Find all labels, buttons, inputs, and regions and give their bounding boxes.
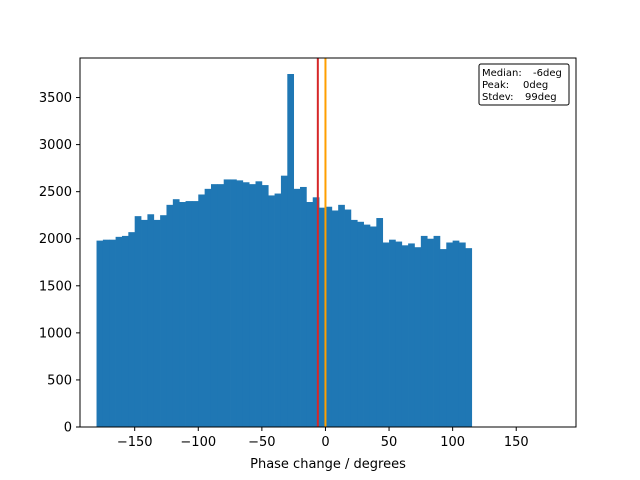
x-tick-label: −100 [180, 435, 216, 450]
histogram-bar [331, 210, 339, 427]
reference-lines [316, 58, 327, 427]
stat-peak-label: Peak: [482, 80, 509, 91]
stat-stdev-value: 99deg [525, 92, 557, 103]
histogram-bar [458, 242, 466, 427]
histogram-bar [160, 215, 167, 427]
histogram-bar [338, 204, 345, 427]
x-tick-label: 150 [504, 435, 529, 450]
y-tick-label: 1500 [39, 279, 72, 294]
x-axis-label: Phase change / degrees [250, 457, 406, 472]
histogram-bar [350, 219, 358, 427]
histogram-bar [344, 209, 352, 427]
y-tick-label: 2500 [39, 185, 72, 200]
y-tick-label: 3500 [39, 91, 72, 106]
histogram-bar [217, 184, 225, 427]
histogram-bar [395, 241, 403, 427]
histogram-bar [312, 197, 320, 427]
histogram-bar [153, 219, 161, 427]
histogram-bar [166, 204, 174, 427]
y-tick-label: 500 [47, 373, 72, 388]
stat-median-value: -6deg [533, 68, 562, 79]
histogram-bar [236, 180, 244, 427]
histogram-bar [242, 182, 250, 427]
stats-legend-box [478, 63, 570, 106]
y-tick-label: 2000 [39, 232, 72, 247]
stat-stdev-label: Stdev: [482, 92, 514, 103]
x-axis-ticks: −150 −100 −50 0 50 100 150 [117, 427, 529, 450]
x-tick-label: 50 [381, 435, 398, 450]
histogram-bar [121, 235, 129, 427]
stat-median-label: Median: [482, 68, 522, 79]
histogram-bar [115, 236, 123, 427]
histogram-bar [261, 185, 269, 427]
histogram-bar [210, 184, 218, 427]
histogram-bar [141, 219, 148, 427]
histogram-bars [96, 74, 473, 427]
histogram-bar [102, 239, 110, 427]
histogram-bar [134, 216, 142, 427]
y-tick-label: 1000 [39, 326, 72, 341]
histogram-bar [446, 242, 453, 427]
histogram-bar [452, 240, 460, 427]
x-tick-label: −50 [248, 435, 275, 450]
histogram-bar [363, 224, 371, 427]
stats-legend: Median: -6deg Peak: 0deg Stdev: 99deg [478, 63, 570, 106]
histogram-bar [274, 193, 282, 427]
histogram-bar [433, 235, 441, 427]
histogram-bar [293, 188, 301, 427]
histogram-bar [300, 186, 307, 427]
y-axis-ticks: 0 500 1000 1500 2000 2500 3000 3500 [39, 91, 80, 436]
histogram-bar [109, 239, 116, 427]
histogram-bar [306, 202, 314, 427]
histogram-bar [319, 207, 326, 427]
histogram-bar [96, 240, 104, 427]
histogram-bar [249, 184, 256, 427]
histogram-bar [147, 214, 155, 427]
histogram-bar [128, 232, 136, 427]
stat-peak-value: 0deg [523, 80, 548, 91]
histogram-bar [376, 218, 384, 427]
histogram-bar [255, 181, 263, 427]
histogram-bar [185, 201, 193, 427]
histogram-bar [179, 202, 186, 427]
histogram-bar [268, 195, 275, 427]
histogram-bar [465, 248, 473, 427]
histogram-bar [198, 194, 205, 427]
histogram-bar [389, 239, 396, 427]
histogram-bar [357, 221, 364, 427]
y-tick-label: 3000 [39, 138, 72, 153]
histogram-bar [427, 238, 434, 427]
x-tick-label: 100 [440, 435, 465, 450]
x-tick-label: −150 [117, 435, 153, 450]
histogram-bar [414, 247, 422, 427]
x-tick-label: 0 [321, 435, 329, 450]
histogram-bar [382, 242, 390, 427]
histogram-bar [204, 188, 212, 427]
histogram-bar [191, 201, 199, 427]
histogram-bar [408, 243, 415, 427]
histogram-bar [401, 245, 409, 427]
histogram-bar [280, 175, 288, 427]
y-tick-label: 0 [64, 421, 72, 436]
histogram-bar [223, 179, 231, 427]
histogram-bar [420, 235, 428, 427]
histogram-bar [439, 249, 447, 427]
histogram-bar [287, 74, 295, 427]
histogram-bar [325, 206, 333, 427]
histogram-bar [230, 179, 237, 427]
axes-frame [79, 57, 577, 428]
histogram-bar [172, 199, 180, 427]
histogram-bar [369, 226, 377, 427]
